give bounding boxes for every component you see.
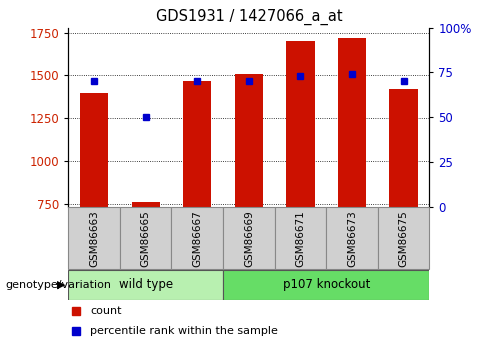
Bar bbox=[275, 207, 326, 269]
Text: GSM86673: GSM86673 bbox=[347, 210, 357, 267]
Text: GSM86671: GSM86671 bbox=[295, 210, 305, 267]
Bar bbox=[235, 74, 263, 207]
Text: ▶: ▶ bbox=[57, 280, 65, 289]
Bar bbox=[223, 270, 429, 299]
Text: GSM86667: GSM86667 bbox=[192, 210, 203, 267]
Bar bbox=[120, 207, 171, 269]
Bar bbox=[80, 92, 108, 207]
Bar bbox=[389, 89, 418, 207]
Text: p107 knockout: p107 knockout bbox=[283, 278, 370, 291]
Text: GSM86669: GSM86669 bbox=[244, 210, 254, 267]
Text: GSM86663: GSM86663 bbox=[89, 210, 99, 267]
Bar bbox=[68, 270, 223, 299]
Bar bbox=[326, 207, 378, 269]
Text: percentile rank within the sample: percentile rank within the sample bbox=[90, 326, 278, 336]
Bar bbox=[183, 81, 211, 207]
Bar bbox=[171, 207, 223, 269]
Bar bbox=[132, 202, 160, 207]
Text: genotype/variation: genotype/variation bbox=[5, 280, 111, 289]
Text: GSM86665: GSM86665 bbox=[141, 210, 151, 267]
Bar bbox=[286, 41, 315, 207]
Text: count: count bbox=[90, 306, 122, 315]
Bar bbox=[68, 207, 120, 269]
Bar bbox=[338, 38, 366, 207]
Bar bbox=[378, 207, 429, 269]
Text: GSM86675: GSM86675 bbox=[399, 210, 408, 267]
Bar bbox=[223, 207, 275, 269]
Text: wild type: wild type bbox=[119, 278, 173, 291]
Title: GDS1931 / 1427066_a_at: GDS1931 / 1427066_a_at bbox=[156, 9, 342, 25]
